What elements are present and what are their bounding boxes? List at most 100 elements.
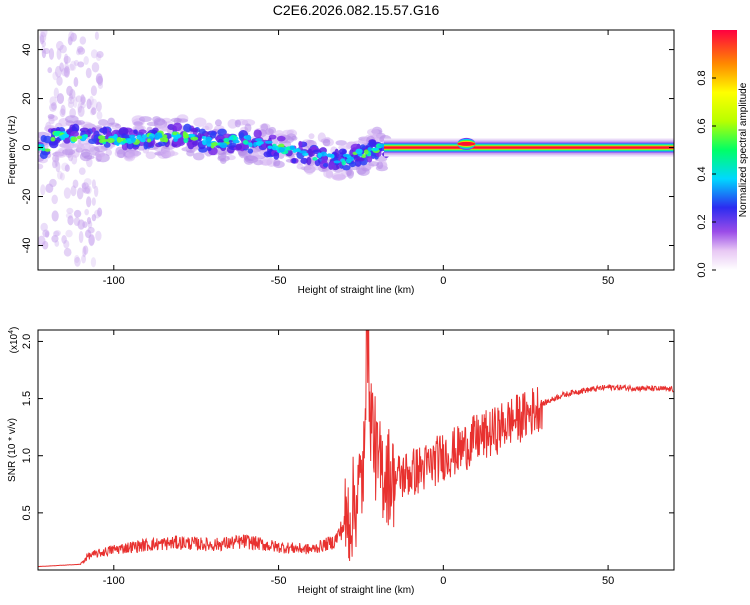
spectrogram-peak-blob [348, 156, 354, 162]
spectrogram-peak-blob [190, 136, 199, 141]
spectrogram-peak-blob [232, 139, 240, 144]
spectrogram-speckle [84, 208, 89, 216]
colorbar-tick-label: 0.0 [696, 262, 708, 277]
spectrogram-peak-blob [146, 138, 152, 143]
spectrogram-halo-blob [308, 133, 315, 140]
spectrogram-speckle [66, 207, 74, 214]
spectrogram-speckle [97, 207, 103, 217]
snr-y-tick-label: 1.0 [21, 448, 33, 463]
spectrogram-speckle [68, 93, 73, 102]
spectrogram-peak-blob [182, 131, 187, 137]
spectrogram-speckle [56, 170, 63, 180]
spectrogram-core-blob [368, 139, 377, 148]
spectrogram-halo-blob [138, 116, 152, 122]
spectrogram-speckle [52, 159, 57, 169]
spectrogram-speckle [53, 229, 61, 237]
spectrogram-y-label: Frequency (Hz) [7, 116, 18, 185]
spectrogram-speckle [63, 239, 70, 249]
spectrogram-core-blob [118, 127, 129, 136]
spectrogram-core-blob [198, 128, 206, 135]
colorbar-gradient [712, 30, 737, 270]
spectrogram-halo-blob [54, 152, 67, 158]
spectrogram-core-blob [306, 156, 312, 166]
spectrogram-speckle [59, 172, 65, 181]
spectrogram-core-blob [71, 123, 80, 133]
spectrogram-speckle [73, 76, 79, 88]
colorbar-tick-label: 0.6 [696, 118, 708, 133]
spectrogram-core-blob [157, 141, 167, 147]
spectrogram-core-blob [322, 162, 329, 168]
spectrogram-speckle [61, 235, 67, 244]
spectrogram-peak-blob [255, 138, 263, 142]
colorbar-tick-label: 0.4 [696, 166, 708, 181]
spectrogram-x-tick-label: 50 [602, 275, 614, 287]
spectrogram-halo-blob [357, 167, 370, 176]
spectrogram-core-blob [328, 162, 335, 170]
spectrogram-speckle [72, 179, 79, 189]
snr-x-label: Height of straight line (km) [298, 585, 415, 596]
spectrogram-y-tick-label: 20 [21, 92, 33, 104]
spectrogram-peak-blob [278, 146, 285, 153]
spectrogram-peak-blob [113, 133, 118, 140]
spectrogram-peak-blob [172, 131, 178, 136]
spectrogram-speckle [77, 105, 85, 118]
figure-title: C2E6.2026.082.15.57.G16 [273, 2, 440, 18]
spectrogram-speckle [90, 85, 97, 97]
spectrogram-speckle [70, 185, 77, 197]
spectrogram-speckle [82, 246, 87, 258]
spectrogram-halo-blob [368, 161, 380, 167]
spectrogram-core-blob [192, 140, 200, 146]
spectrogram-speckle [90, 98, 98, 111]
spectrogram-speckle [59, 44, 67, 54]
spectrogram-speckle [88, 234, 95, 246]
spectrogram-speckle [65, 212, 73, 219]
spectrogram-speckle [95, 73, 103, 85]
spectrogram-speckle [63, 53, 69, 65]
spectrogram-speckle [49, 178, 57, 188]
spectrogram-halo-blob [323, 169, 333, 178]
spectrogram-peak-blob [163, 137, 169, 143]
spectrogram-core-blob [70, 130, 79, 137]
spectrogram-peak-blob [81, 134, 86, 140]
spectrogram-speckle [55, 40, 64, 51]
spectrogram-speckle [63, 247, 72, 257]
spectrogram-peak-blob [116, 136, 122, 143]
spectrogram-halo-blob [165, 151, 179, 157]
spectrogram-speckle [41, 45, 46, 54]
spectrogram-speckle [67, 63, 75, 71]
spectrogram-speckle [76, 187, 84, 200]
spectrogram-core-blob [348, 161, 357, 168]
snr-y-tick-label: 1.5 [21, 391, 33, 406]
spectrogram-panel: -100 -50 0 50 -40 -20 0 20 40 Height of straigh… [7, 29, 675, 296]
spectrogram-halo-blob [244, 123, 252, 133]
spectrogram-peak-blob [372, 147, 379, 151]
spectrogram-core-blob [263, 151, 272, 158]
spectrogram-peak-blob [212, 142, 218, 147]
spectrogram-halo-blob [204, 122, 213, 131]
spectrogram-peak-blob [355, 148, 363, 155]
spectrogram-speckle [75, 95, 83, 103]
spectrogram-core-blob [253, 129, 262, 139]
spectrogram-speckle [77, 219, 85, 230]
spectrogram-speckle [51, 210, 59, 222]
spectrogram-speckle [80, 94, 86, 106]
spectrogram-halo-blob [322, 138, 331, 147]
spectrogram-speckle [51, 102, 57, 111]
spectrogram-peak-blob [264, 140, 273, 144]
spectrogram-core-blob [309, 151, 315, 157]
spectrogram-halo-blob [338, 145, 351, 150]
spectrogram-core-blob [91, 127, 96, 133]
spectrogram-speckle [77, 47, 86, 55]
spectrogram-speckle [90, 257, 97, 268]
spectrogram-halo-blob [186, 150, 195, 157]
spectrogram-core-blob [133, 129, 138, 135]
spectrogram-peak-blob [228, 136, 234, 141]
spectrogram-speckle [94, 31, 99, 40]
spectrogram-speckle [67, 101, 75, 109]
snr-x-tick-label: 50 [602, 575, 614, 587]
snr-frame [37, 329, 675, 571]
spectrogram-core-blob [366, 155, 373, 163]
spectrogram-speckle [95, 101, 102, 112]
spectrogram-peak-blob [76, 135, 83, 140]
